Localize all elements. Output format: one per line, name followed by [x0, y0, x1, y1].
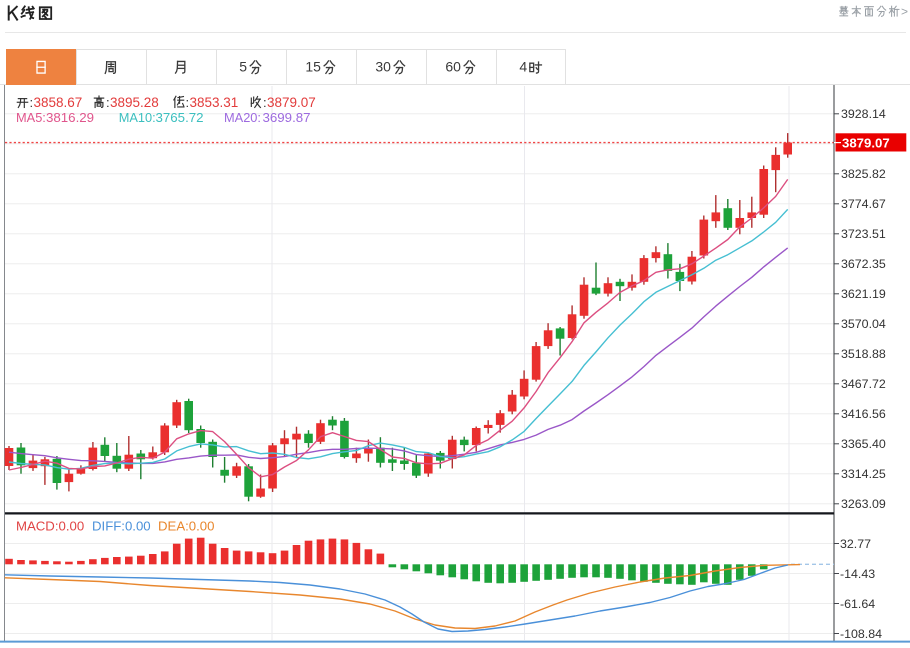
svg-text:MACD:0.00: MACD:0.00 [16, 519, 84, 534]
svg-text:3879.07: 3879.07 [842, 135, 890, 150]
svg-text:3621.19: 3621.19 [841, 287, 886, 301]
svg-text:>: > [901, 5, 908, 19]
svg-text:4: 4 [519, 59, 527, 75]
svg-text:15: 15 [305, 59, 321, 75]
svg-text:3699.87: 3699.87 [263, 110, 311, 125]
svg-text:3723.51: 3723.51 [841, 227, 886, 241]
svg-text:3895.28: 3895.28 [110, 95, 159, 110]
svg-text:3467.72: 3467.72 [841, 377, 886, 391]
svg-text:3672.35: 3672.35 [841, 257, 886, 271]
svg-text:3825.82: 3825.82 [841, 167, 886, 181]
svg-text::: : [263, 95, 267, 110]
svg-text:3816.29: 3816.29 [46, 110, 94, 125]
svg-text:3928.14: 3928.14 [841, 107, 886, 121]
svg-text::: : [30, 95, 34, 110]
svg-text:MA5:: MA5: [16, 110, 46, 125]
svg-text:3858.67: 3858.67 [34, 95, 83, 110]
svg-text:-61.64: -61.64 [840, 597, 875, 611]
svg-text:3314.25: 3314.25 [841, 467, 886, 481]
svg-text:DIFF:0.00: DIFF:0.00 [92, 519, 151, 534]
svg-text:3263.09: 3263.09 [841, 497, 886, 511]
svg-text:-14.43: -14.43 [840, 567, 875, 581]
svg-text:3765.72: 3765.72 [156, 110, 204, 125]
svg-text:3518.88: 3518.88 [841, 347, 886, 361]
svg-text:32.77: 32.77 [840, 537, 871, 551]
svg-text::: : [186, 95, 190, 110]
svg-text:30: 30 [375, 59, 391, 75]
svg-text:MA10:: MA10: [119, 110, 156, 125]
svg-text:3853.31: 3853.31 [190, 95, 239, 110]
svg-text:-108.84: -108.84 [840, 627, 882, 641]
svg-text:5: 5 [239, 59, 247, 75]
svg-text:60: 60 [445, 59, 461, 75]
svg-text:3570.04: 3570.04 [841, 317, 886, 331]
svg-text:3879.07: 3879.07 [267, 95, 316, 110]
svg-text:3774.67: 3774.67 [841, 197, 886, 211]
svg-text:DEA:0.00: DEA:0.00 [158, 519, 214, 534]
svg-text:3416.56: 3416.56 [841, 407, 886, 421]
svg-text::: : [106, 95, 110, 110]
svg-text:3365.40: 3365.40 [841, 437, 886, 451]
svg-text:MA20:: MA20: [224, 110, 261, 125]
